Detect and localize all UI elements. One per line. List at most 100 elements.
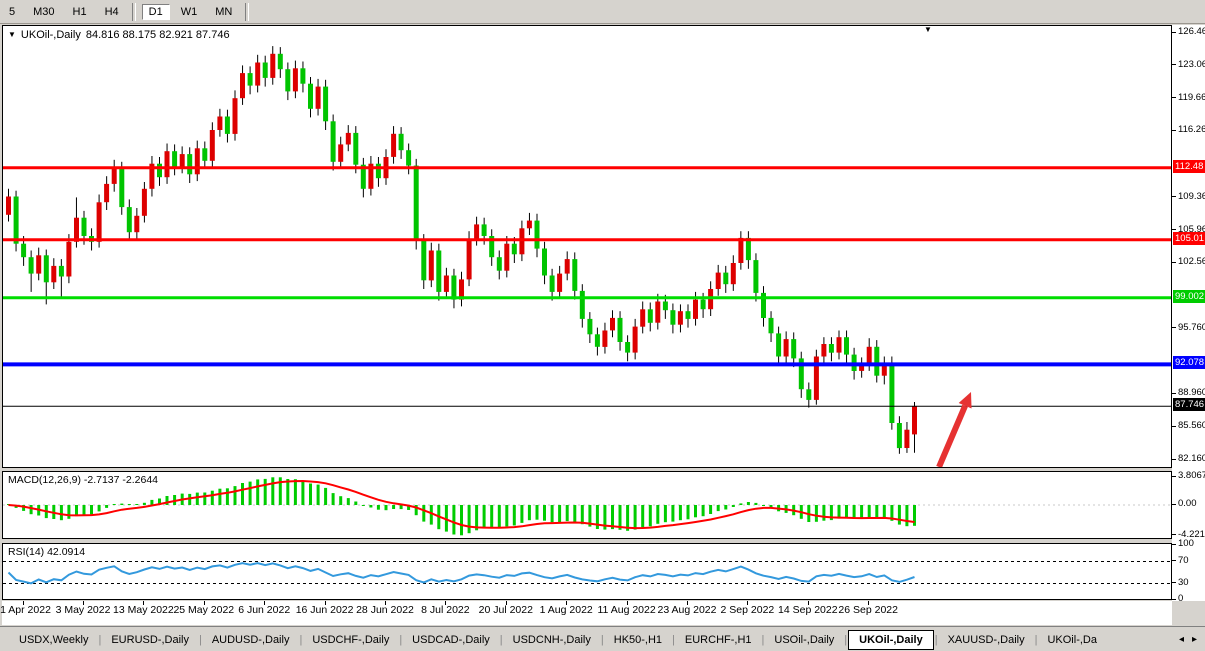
chart-title: ▼ UKOil-,Daily 84.816 88.175 82.921 87.7… [8, 29, 230, 41]
date-tick [626, 601, 628, 605]
rsi-panel[interactable] [2, 543, 1172, 600]
period-button-mn[interactable]: MN [215, 5, 233, 18]
date-label: 6 Jun 2022 [238, 604, 291, 616]
tab-scroll-right-icon[interactable]: ▸ [1191, 634, 1197, 645]
chart-ohlc-values: 84.816 88.175 82.921 87.746 [85, 29, 230, 41]
price-chart-panel[interactable] [2, 25, 1172, 468]
date-tick [203, 601, 205, 605]
date-label: 1 Aug 2022 [539, 604, 593, 616]
tab-separator: | [399, 633, 403, 646]
period-button-h4[interactable]: H4 [104, 5, 119, 18]
tab-usdx-weekly[interactable]: USDX,Weekly [19, 633, 89, 646]
macd-label: MACD(12,26,9) -2.7137 -2.2644 [8, 474, 158, 486]
price-axis-label: 85.560 [1178, 420, 1205, 432]
date-tick [747, 601, 749, 605]
macd-axis-label: -4.221 [1178, 528, 1205, 540]
price-axis-label: 119.660 [1178, 91, 1205, 103]
toolbar-separator [131, 2, 136, 21]
date-tick [868, 601, 870, 605]
tab-eurusd-daily[interactable]: EURUSD-,Daily [111, 633, 189, 646]
date-tick [687, 601, 688, 605]
date-label: 26 Sep 2022 [838, 604, 898, 616]
macd-chart [3, 477, 1171, 536]
period-button-h1[interactable]: H1 [72, 5, 87, 18]
rsi-label: RSI(14) 42.0914 [8, 546, 86, 558]
tab-separator: | [198, 633, 202, 646]
tab-separator: | [761, 633, 765, 646]
tab-separator: | [499, 633, 503, 646]
rsi-axis-tick [1172, 582, 1176, 583]
period-button-w1[interactable]: W1 [180, 5, 198, 18]
rsi-axis-label: 100 [1178, 538, 1194, 549]
tab-ukoil-daily[interactable]: UKOil-,Daily [848, 629, 934, 650]
period-button-d1[interactable]: D1 [141, 3, 170, 20]
tab-hk50-h1[interactable]: HK50-,H1 [613, 633, 663, 646]
date-label: 11 Aug 2022 [597, 604, 656, 616]
date-tick [505, 601, 507, 605]
price-axis-label: 102.560 [1178, 256, 1205, 268]
date-label: 3 May 2022 [55, 604, 111, 616]
period-button-m30[interactable]: M30 [33, 5, 55, 18]
rsi-axis-label: 0 [1178, 593, 1184, 604]
date-label: 25 May 2022 [173, 604, 235, 616]
rsi-axis-tick [1172, 543, 1176, 545]
macd-axis-tick [1172, 475, 1176, 477]
rsi-chart [3, 561, 1171, 585]
date-tick [807, 601, 809, 605]
tab-separator: | [1034, 633, 1038, 646]
date-axis [2, 601, 1172, 625]
candlestick-chart [3, 46, 1171, 467]
tab-xauusd-daily[interactable]: XAUUSD-,Daily [947, 633, 1025, 646]
date-tick [566, 601, 568, 605]
price-line-badge: 99.002 [1173, 289, 1205, 303]
tab-ukoil-da[interactable]: UKOil-,Da [1047, 633, 1097, 646]
price-tick [1172, 327, 1176, 329]
price-axis-label: 116.260 [1178, 124, 1205, 136]
tab-scroll-left-icon[interactable]: ◂ [1178, 634, 1184, 645]
symbol-dropdown-icon[interactable]: ▼ [8, 30, 16, 39]
price-tick [1172, 261, 1176, 263]
tab-usdcnh-daily[interactable]: USDCNH-,Daily [512, 633, 591, 646]
price-axis-label: 105.960 [1178, 223, 1205, 235]
date-label: 16 Jun 2022 [295, 604, 354, 616]
price-tick [1172, 64, 1176, 66]
price-axis-label: 95.760 [1178, 321, 1205, 333]
macd-panel[interactable] [2, 471, 1172, 539]
date-label: 14 Sep 2022 [778, 604, 838, 616]
tab-separator: | [672, 633, 675, 646]
price-axis-label: 126.460 [1178, 26, 1205, 37]
rsi-axis-tick [1172, 598, 1176, 600]
chart-shift-marker-icon[interactable]: ▼ [924, 25, 932, 34]
date-label: 21 Apr 2022 [0, 604, 51, 616]
tab-usoil-daily[interactable]: USOil-,Daily [774, 633, 835, 646]
price-axis-label: 109.360 [1178, 190, 1205, 202]
date-label: 20 Jul 2022 [478, 604, 533, 616]
price-tick [1172, 129, 1176, 131]
date-label: 13 May 2022 [113, 604, 174, 616]
toolbar-separator [245, 2, 250, 21]
macd-axis-tick [1172, 503, 1176, 505]
price-tick [1172, 229, 1176, 231]
date-tick [324, 601, 326, 605]
chart-symbol: UKOil-,Daily [20, 29, 81, 41]
date-tick [143, 601, 145, 605]
rsi-axis-tick [1172, 560, 1176, 561]
rsi-axis-label: 70 [1178, 554, 1189, 566]
timeframe-toolbar: 5 M30 H1 H4 D1 W1 MN [0, 0, 1205, 24]
period-button-5[interactable]: 5 [9, 5, 16, 18]
tab-audusd-daily[interactable]: AUDUSD-,Daily [211, 633, 290, 646]
price-axis-label: 123.060 [1178, 58, 1205, 70]
date-label: 8 Jul 2022 [421, 604, 470, 616]
date-tick [385, 601, 386, 605]
date-label: 28 Jun 2022 [356, 604, 414, 616]
tab-usdcad-daily[interactable]: USDCAD-,Daily [412, 633, 490, 646]
chart-tab-bar: USDX,Weekly | EURUSD-,Daily | AUDUSD-,Daily |… [0, 626, 1205, 651]
tab-eurchf-h1[interactable]: EURCHF-,H1 [684, 633, 752, 646]
macd-axis-label: 0.00 [1178, 498, 1197, 509]
tab-usdchf-daily[interactable]: USDCHF-,Daily [312, 633, 390, 646]
date-tick [264, 601, 266, 605]
date-tick [83, 601, 84, 605]
tab-separator: | [600, 633, 604, 646]
date-tick [22, 601, 24, 605]
